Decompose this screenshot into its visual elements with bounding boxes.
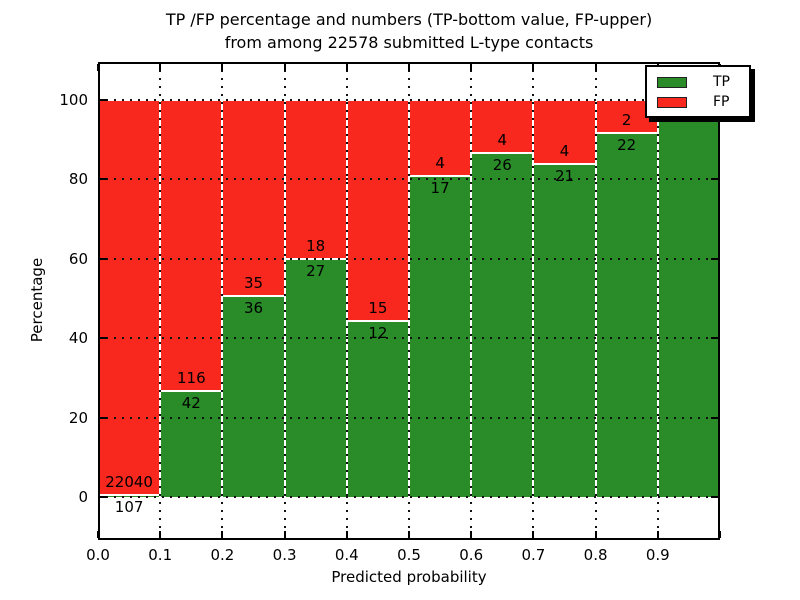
y-tick-right [711, 337, 718, 340]
x-tick-bottom [408, 531, 410, 538]
gridline-x-7 [532, 62, 535, 540]
legend-item-tp: TP [657, 72, 741, 92]
gridline-x-9 [656, 62, 659, 540]
x-tick-bottom [283, 531, 286, 538]
x-tick-bottom [221, 531, 224, 538]
y-tick-left [100, 257, 107, 260]
y-tick-left [100, 99, 107, 101]
fp-count-label-0.1-0.2: 116 [176, 369, 206, 388]
y-tick-left [100, 178, 107, 181]
legend-label-tp: TP [713, 74, 730, 90]
bar-segment-tp-0.8-0.9 [595, 133, 658, 497]
legend-box: TP FP [645, 65, 751, 118]
x-tick-bottom [159, 531, 162, 538]
y-tick-left [100, 496, 107, 498]
bar-segment-tp-0.7-0.8 [533, 163, 596, 497]
tp-color-swatch [657, 76, 687, 88]
bar-segment-fp-0.1-0.2 [160, 100, 223, 392]
x-tick-bottom [656, 531, 659, 538]
tp-count-label-0.8-0.9: 22 [617, 136, 637, 155]
tp-count-label-0.6-0.7: 26 [492, 155, 512, 174]
gridline-x-5 [408, 62, 410, 540]
bar-segment-fp-0.2-0.3 [222, 100, 285, 296]
x-axis-label: Predicted probability [331, 568, 487, 586]
gridline-x-3 [283, 62, 286, 540]
fp-count-label-0.0-0.1: 22040 [105, 473, 153, 492]
x-tick-top [159, 64, 162, 71]
x-tick-top [594, 64, 597, 71]
x-tick-label-0.4: 0.4 [334, 546, 359, 564]
y-tick-label-80: 80 [68, 170, 88, 189]
x-tick-label-0.9: 0.9 [645, 546, 670, 564]
y-tick-right [711, 257, 718, 260]
x-tick-label-0.7: 0.7 [521, 546, 546, 564]
x-tick-label-0.0: 0.0 [86, 546, 110, 564]
gridline-x-2 [221, 62, 224, 540]
y-tick-label-20: 20 [68, 408, 88, 427]
x-tick-top [532, 64, 535, 71]
y-tick-label-40: 40 [68, 329, 88, 348]
y-tick-right [711, 178, 718, 181]
bar-segment-fp-0.0-0.1 [98, 100, 161, 496]
x-tick-label-0.3: 0.3 [272, 546, 297, 564]
tp-count-label-0.2-0.3: 36 [243, 298, 264, 317]
x-tick-bottom [97, 531, 99, 538]
x-tick-label-0.1: 0.1 [148, 546, 173, 564]
x-tick-bottom [594, 531, 597, 538]
gridline-x-8 [594, 62, 597, 540]
x-tick-bottom [719, 531, 721, 538]
x-tick-label-0.6: 0.6 [459, 546, 484, 564]
x-tick-bottom [532, 531, 535, 538]
tp-count-label-0.1-0.2: 42 [181, 394, 201, 413]
x-tick-bottom [345, 531, 348, 538]
x-tick-top [221, 64, 224, 71]
bar-segment-tp-0.9-1.0 [657, 100, 720, 497]
y-tick-label-60: 60 [68, 249, 88, 268]
fp-count-label-0.4-0.5: 15 [368, 298, 388, 317]
x-tick-label-0.5: 0.5 [397, 546, 421, 564]
legend-item-fp: FP [657, 92, 741, 112]
gridline-x-1 [159, 62, 162, 540]
fp-color-swatch [657, 96, 687, 108]
tp-count-label-0.3-0.4: 27 [306, 261, 326, 280]
x-tick-label-0.8: 0.8 [583, 546, 608, 564]
y-axis-label: Percentage [28, 257, 46, 343]
tp-count-label-0.4-0.5: 12 [368, 323, 388, 342]
legend-label-fp: FP [713, 94, 730, 110]
x-tick-top [97, 64, 99, 71]
bar-segment-tp-0.4-0.5 [346, 320, 409, 497]
gridline-x-4 [345, 62, 348, 540]
x-tick-top [408, 64, 410, 71]
x-tick-top [470, 64, 473, 71]
bar-segment-fp-0.4-0.5 [346, 100, 409, 321]
tp-count-label-0.0-0.1: 107 [114, 498, 144, 517]
bar-segment-tp-0.3-0.4 [284, 258, 347, 497]
bar-segment-tp-0.2-0.3 [222, 295, 285, 497]
y-tick-left [100, 337, 107, 340]
fp-count-label-0.6-0.7: 4 [497, 130, 508, 149]
fp-count-label-0.8-0.9: 2 [621, 111, 632, 130]
y-tick-label-0: 0 [78, 488, 88, 506]
fp-count-label-0.2-0.3: 35 [243, 273, 264, 292]
gridline-x-6 [470, 62, 473, 540]
bar-segment-tp-0.6-0.7 [471, 152, 534, 497]
x-tick-top [345, 64, 348, 71]
fp-count-label-0.7-0.8: 4 [559, 141, 570, 160]
x-tick-bottom [470, 531, 473, 538]
y-tick-right [711, 416, 718, 419]
x-tick-label-0.2: 0.2 [210, 546, 235, 564]
fp-count-label-0.3-0.4: 18 [306, 236, 326, 255]
y-tick-left [100, 416, 107, 419]
x-tick-top [283, 64, 286, 71]
y-tick-label-100: 100 [59, 91, 88, 109]
chart-title: TP /FP percentage and numbers (TP-bottom… [98, 8, 720, 54]
tp-count-label-0.5-0.6: 17 [430, 178, 450, 197]
fp-count-label-0.5-0.6: 4 [435, 153, 445, 172]
y-tick-right [711, 496, 718, 498]
tp-count-label-0.7-0.8: 21 [554, 166, 575, 185]
chart-title-line1: TP /FP percentage and numbers (TP-bottom… [165, 10, 653, 29]
chart-title-line2: from among 22578 submitted L-type contac… [224, 33, 594, 53]
